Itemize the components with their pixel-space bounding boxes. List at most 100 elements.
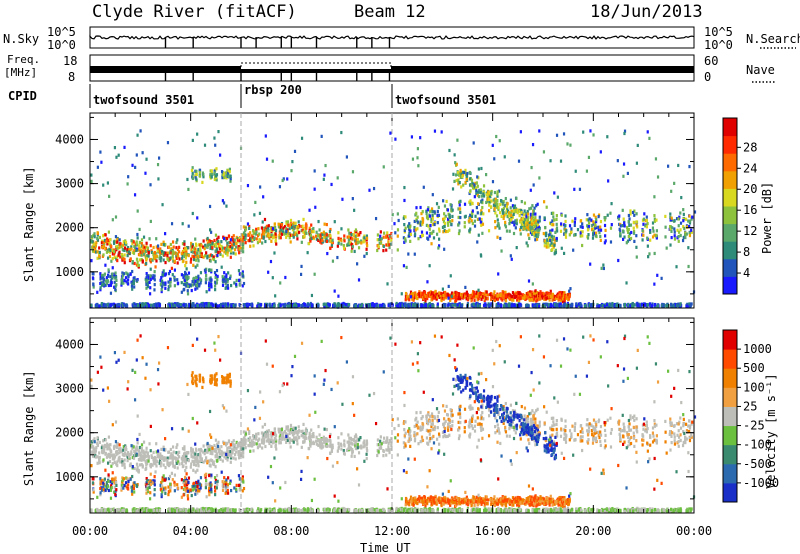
power-cell [218, 243, 221, 247]
velocity-cell [120, 449, 123, 453]
power-cell [178, 245, 181, 249]
power-cell [205, 267, 208, 271]
power-cell [511, 204, 515, 208]
power-cell [543, 200, 546, 204]
power-cell [133, 285, 136, 289]
power-cell [102, 276, 105, 280]
power-cell [555, 236, 558, 241]
nsky-label: N.Sky [3, 32, 39, 46]
power-cell [446, 229, 449, 234]
power-cell [286, 232, 289, 236]
power-cell [518, 298, 521, 302]
power-cell [115, 155, 118, 159]
power-cell [603, 216, 606, 220]
power-cell [504, 196, 507, 201]
power-cell [597, 214, 600, 219]
velocity-cell [131, 455, 134, 460]
power-cell [469, 227, 472, 231]
power-cell [192, 276, 196, 280]
power-cell [528, 290, 532, 294]
power-cell [394, 137, 397, 141]
power-cell [238, 283, 241, 287]
power-cell [527, 279, 531, 283]
power-cell [482, 303, 486, 308]
power-cell [181, 242, 185, 246]
power-cell [99, 275, 102, 279]
power-cell [234, 252, 237, 256]
power-cell [161, 273, 164, 277]
power-cell [515, 293, 518, 297]
power-cell [551, 237, 554, 241]
power-cell [495, 205, 499, 209]
power-cell [143, 246, 146, 250]
power-cell [191, 166, 194, 170]
power-cell [590, 223, 593, 228]
power-cell [561, 295, 564, 299]
power-cell [642, 233, 645, 237]
power-cell [144, 249, 147, 254]
power-cell [534, 238, 537, 242]
nsky-trace [89, 34, 695, 48]
power-cell [519, 130, 522, 134]
power-cell [221, 283, 225, 287]
power-cell [100, 160, 103, 164]
power-cell [117, 153, 120, 157]
power-cell [649, 238, 652, 242]
power-cell [536, 298, 539, 302]
power-cell [216, 253, 219, 258]
power-cell [274, 232, 277, 236]
power-cell [520, 210, 523, 215]
power-cell [409, 295, 412, 299]
power-cell [153, 274, 156, 278]
power-cell [224, 251, 228, 255]
power-cell [160, 275, 163, 280]
power-cell [246, 222, 250, 226]
power-cell [458, 221, 461, 225]
power-cell [497, 304, 500, 309]
power-cell [470, 214, 474, 219]
power-cell [284, 227, 288, 231]
power-cell [592, 222, 595, 226]
power-cell [513, 295, 517, 299]
power-cell [241, 274, 245, 278]
power-cell [442, 293, 445, 297]
velocity-cell [127, 451, 130, 455]
power-cell [545, 245, 548, 249]
power-cell [141, 151, 144, 155]
power-cell [123, 261, 126, 265]
power-cell [430, 207, 434, 211]
power-cell [373, 303, 376, 307]
power-cell [559, 304, 562, 309]
power-cell [356, 241, 359, 245]
power-cell [519, 225, 523, 230]
power-cell [450, 296, 453, 300]
power-cell [326, 251, 329, 256]
power-cell [653, 214, 656, 218]
power-cell [455, 303, 458, 307]
power-cell [691, 215, 694, 219]
power-cell [127, 175, 130, 179]
power-cell [315, 234, 318, 238]
power-cell [508, 214, 511, 218]
power-cell [142, 252, 146, 257]
colorbar-tick-label: 28 [743, 140, 757, 154]
power-cell [478, 304, 481, 308]
power-cell [488, 197, 491, 202]
power-cell [437, 227, 441, 231]
power-cell [477, 288, 480, 292]
power-cell [232, 251, 235, 255]
power-cell [434, 293, 438, 297]
power-cell [482, 295, 485, 299]
power-cell [197, 247, 200, 252]
power-cell [135, 153, 138, 157]
power-cell [193, 251, 196, 255]
power-cell [262, 195, 265, 199]
power-cell [623, 235, 626, 239]
power-cell [90, 259, 93, 263]
power-cell [447, 303, 450, 307]
power-cell [208, 268, 211, 273]
power-cell [93, 235, 96, 239]
power-cell [443, 247, 446, 251]
power-cell [646, 303, 650, 307]
power-cell [242, 231, 246, 235]
